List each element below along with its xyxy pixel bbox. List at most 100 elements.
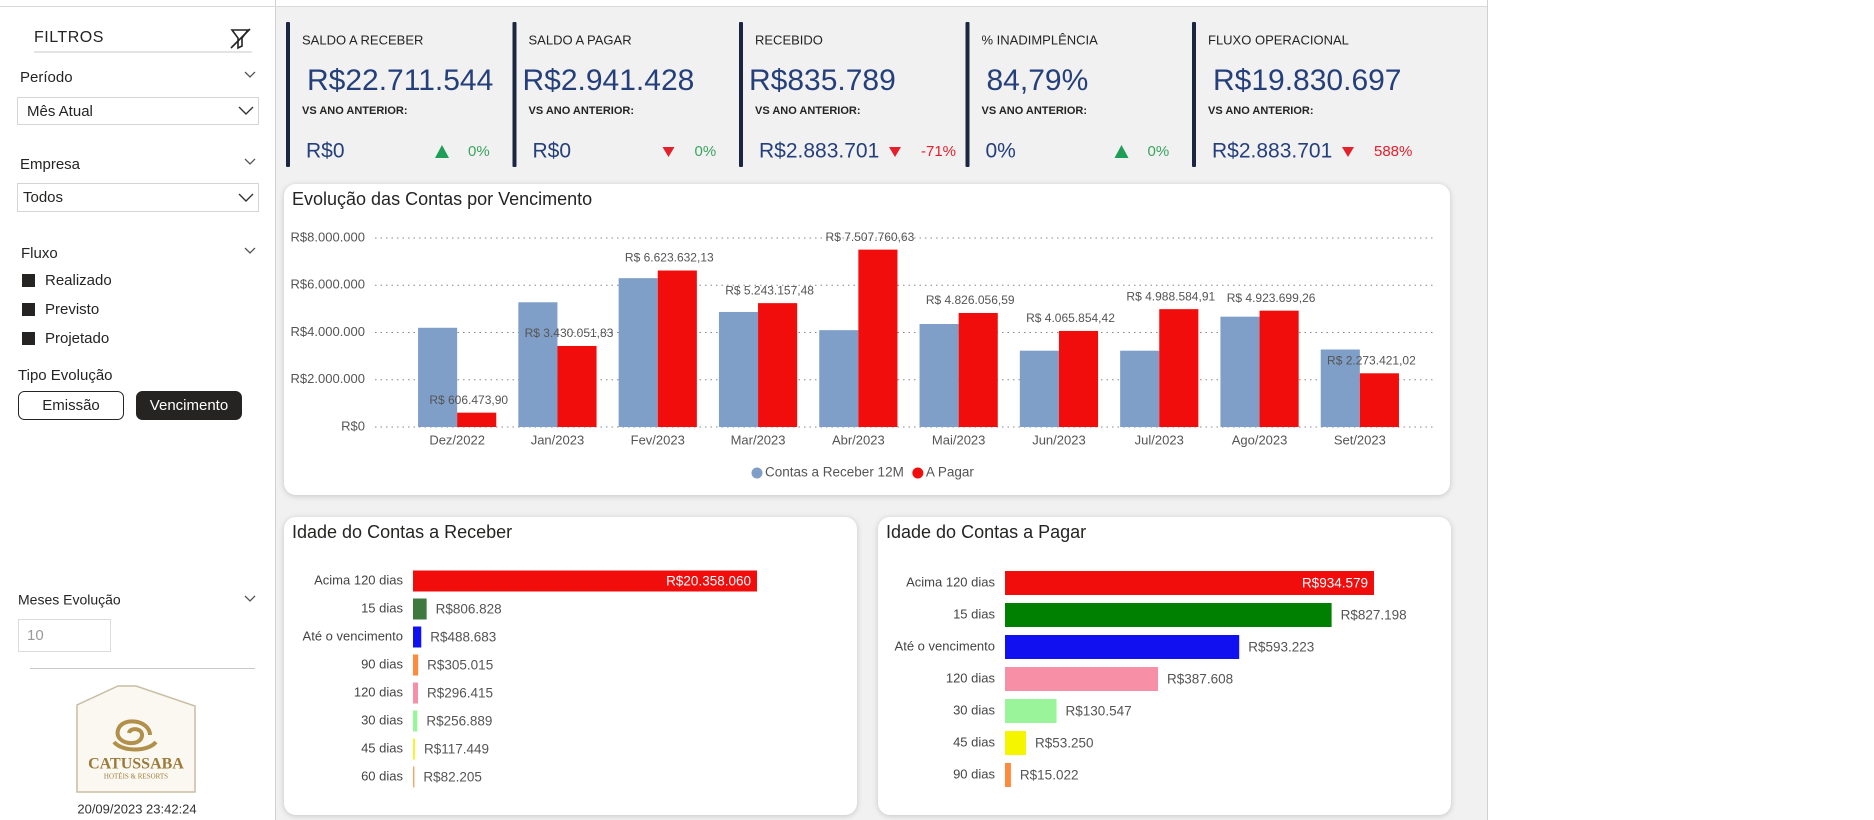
kpi-compare-label: VS ANO ANTERIOR:	[755, 105, 861, 117]
data-label: R$15.022	[1020, 768, 1079, 783]
checkbox-label: Projetado	[45, 330, 109, 347]
data-label: R$82.205	[423, 770, 482, 785]
data-label: R$ 606.473,90	[429, 393, 508, 407]
bar	[1005, 699, 1057, 723]
kpi-compare-label: VS ANO ANTERIOR:	[1208, 105, 1314, 117]
collapse-chevron[interactable]	[244, 158, 256, 165]
bar	[618, 278, 658, 427]
x-tick-label: Jan/2023	[531, 432, 585, 447]
x-tick-label: Set/2023	[1334, 432, 1386, 447]
kpi-trend-arrow	[1342, 147, 1354, 157]
kpi-change: 588%	[1374, 143, 1412, 160]
kpi-title: RECEBIDO	[755, 32, 823, 47]
dropdown-chevron	[238, 193, 254, 202]
x-tick-label: Jul/2023	[1135, 432, 1184, 447]
logo-swirl	[112, 719, 158, 752]
bar	[1005, 731, 1027, 755]
legend-marker	[751, 467, 763, 479]
bar	[413, 710, 418, 732]
bar	[1320, 349, 1360, 427]
data-label: R$296.415	[427, 686, 493, 701]
toggle-button[interactable]	[18, 391, 124, 420]
filter-label: Meses Evolução	[18, 592, 121, 608]
checkbox[interactable]	[22, 274, 35, 287]
data-label: R$ 4.988.584,91	[1126, 289, 1215, 303]
data-label: R$ 4.065.854,42	[1026, 311, 1115, 325]
kpi-accent	[512, 22, 517, 167]
toggle-button[interactable]	[136, 391, 242, 420]
chart-title: Idade do Contas a Pagar	[886, 522, 1086, 542]
y-category-label: Até o vencimento	[303, 628, 403, 643]
kpi-value: R$19.830.697	[1213, 64, 1402, 97]
kpi-compare-label: VS ANO ANTERIOR:	[982, 105, 1088, 117]
number-input[interactable]	[18, 619, 111, 652]
y-category-label: 30 dias	[361, 712, 403, 727]
bar	[457, 412, 497, 427]
y-tick-label: R$2.000.000	[291, 371, 365, 386]
input-value: 10	[27, 627, 44, 644]
y-category-label: 15 dias	[361, 600, 403, 615]
kpi-accent	[286, 22, 290, 167]
kpi-change: 0%	[1148, 143, 1170, 160]
checkbox-label: Previsto	[45, 301, 99, 318]
bar	[518, 302, 558, 427]
charts: Evolução das Contas por Vencimento R$0 R$2…	[284, 184, 1451, 815]
x-tick-label: Ago/2023	[1232, 432, 1288, 447]
dropdown[interactable]	[17, 183, 259, 212]
kpi-change: 0%	[695, 143, 717, 160]
bar	[413, 682, 419, 704]
data-label: R$ 3.430.051,83	[525, 326, 614, 340]
kpi-card: SALDO A PAGAR R$2.941.428 VS ANO ANTERIOR:…	[512, 22, 717, 167]
collapse-chevron[interactable]	[244, 247, 256, 254]
bar	[1019, 350, 1059, 427]
y-category-label: 45 dias	[361, 740, 403, 755]
legend-label: A Pagar	[926, 465, 975, 480]
kpi-trend-arrow	[1114, 145, 1129, 158]
kpi-compare-label: VS ANO ANTERIOR:	[529, 105, 635, 117]
kpi-value: R$2.941.428	[523, 64, 695, 97]
y-tick-label: R$4.000.000	[291, 324, 365, 339]
collapse-chevron[interactable]	[244, 595, 256, 602]
y-tick-label: R$0	[341, 418, 365, 433]
bar	[1058, 330, 1099, 427]
data-label: R$ 6.623.632,13	[625, 251, 714, 265]
bar	[758, 303, 798, 427]
kpi-compare-label: VS ANO ANTERIOR:	[302, 105, 408, 117]
x-tick-label: Abr/2023	[832, 432, 885, 447]
kpi-row: SALDO A RECEBER R$22.711.544 VS ANO ANTERI…	[286, 22, 1412, 167]
x-tick-label: Jun/2023	[1032, 432, 1086, 447]
sidebar: FILTROS Período Mês Atual Empresa Todos …	[17, 28, 259, 816]
timestamp: 20/09/2023 23:42:24	[77, 801, 196, 816]
y-category-label: 90 dias	[361, 656, 403, 671]
kpi-value: R$835.789	[749, 64, 896, 97]
bar	[413, 738, 415, 760]
y-category-label: Acima 120 dias	[906, 574, 995, 589]
data-label: R$827.198	[1341, 608, 1407, 623]
checkbox[interactable]	[22, 332, 35, 345]
data-label: R$256.889	[426, 714, 492, 729]
legend-marker	[912, 467, 924, 479]
y-category-label: 30 dias	[953, 702, 995, 717]
bar	[1005, 571, 1374, 595]
checkbox[interactable]	[22, 303, 35, 316]
bar	[418, 327, 458, 427]
data-label: R$ 4.923.699,26	[1227, 291, 1316, 305]
bar	[1005, 603, 1332, 627]
y-category-label: Acima 120 dias	[314, 572, 403, 587]
bar	[1259, 310, 1299, 427]
y-category-label: 45 dias	[953, 734, 995, 749]
kpi-title: FLUXO OPERACIONAL	[1208, 32, 1349, 47]
y-category-label: 120 dias	[946, 670, 996, 685]
collapse-chevron[interactable]	[244, 71, 256, 78]
data-label: R$ 4.826.056,59	[926, 293, 1015, 307]
clear-filters-icon[interactable]	[230, 28, 251, 50]
kpi-compare-value: R$2.883.701	[759, 140, 879, 163]
bar	[1005, 635, 1240, 659]
kpi-change: -71%	[921, 143, 956, 160]
dropdown[interactable]	[17, 97, 259, 125]
kpi-accent	[965, 22, 970, 167]
bar	[1220, 316, 1260, 427]
data-label: R$387.608	[1167, 672, 1233, 687]
bar	[1359, 373, 1399, 427]
